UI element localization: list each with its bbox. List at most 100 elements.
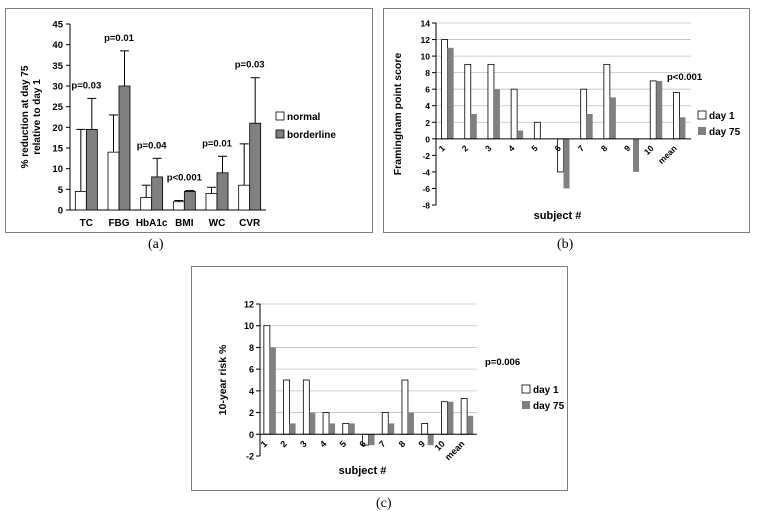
legend-label: day 1 <box>533 385 559 396</box>
bar-day-75 <box>517 130 524 139</box>
bar-day-75 <box>447 401 454 435</box>
y-tick-label: -2 <box>422 151 430 161</box>
bar-day-75 <box>656 80 663 139</box>
bar-day-1 <box>342 423 350 435</box>
chart-panel-a: 0 5 10 15 20 25 30 35 40 45 % reduction at day 75r… <box>5 8 373 233</box>
chart-panel-b: -8 -6 -4 -2 0 2 4 6 8 10 12 14 1 2 3 4 5 6 7 8 9 10 mean Framin… <box>383 8 750 233</box>
y-tick-label: -6 <box>422 184 430 194</box>
caption-b: (b) <box>557 237 574 252</box>
bar-day-1 <box>441 401 448 435</box>
x-tick-label: CVR <box>239 218 261 229</box>
y-tick-label: 0 <box>58 206 63 217</box>
bar-day-1 <box>649 80 657 140</box>
y-tick-label: -2 <box>246 452 254 462</box>
bar-borderline <box>151 176 164 211</box>
bar-day-75 <box>609 97 616 139</box>
bar-normal <box>74 190 87 211</box>
bar-chart-a: 0 5 10 15 20 25 30 35 40 45 % reduction at day 75r… <box>20 20 336 230</box>
y-axis-label: % reduction at day 75relative to day 1 <box>20 65 43 168</box>
bar-day-75 <box>679 117 686 139</box>
y-tick-label: 12 <box>421 35 431 45</box>
chart-panel-c: -2 0 2 4 6 8 10 12 1 2 3 4 5 6 7 8 9 10 mean 10-year risk %… <box>191 266 568 491</box>
p-value-annotation: p=0.006 <box>485 357 520 368</box>
y-tick-label: 8 <box>425 68 430 78</box>
bar-day-1 <box>510 88 518 140</box>
y-tick-label: 10 <box>244 321 254 331</box>
bar-day-75 <box>329 423 336 435</box>
x-tick-label: 6 <box>552 143 563 154</box>
y-tick-label: 10 <box>421 52 431 62</box>
x-tick-label: 10 <box>433 439 447 453</box>
legend-swatch <box>698 127 706 135</box>
bar-day-75 <box>447 47 454 139</box>
y-tick-label: 12 <box>244 300 254 310</box>
y-axis-label-line: % reduction at day 75 <box>20 65 31 168</box>
bar-day-1 <box>533 121 541 140</box>
y-tick-label: 14 <box>421 19 431 29</box>
bar-day-1 <box>487 63 495 140</box>
bar-day-75 <box>633 138 640 172</box>
y-tick-label: 0 <box>425 134 430 144</box>
x-tick-label: 4 <box>318 439 329 450</box>
y-tick-label: 15 <box>52 144 63 155</box>
bar-day-1 <box>603 63 611 140</box>
p-value-annotation: p=0.01 <box>202 138 233 149</box>
bar-borderline <box>249 122 262 211</box>
y-tick-label: 2 <box>249 408 254 418</box>
bar-day-75 <box>586 114 593 139</box>
bar-day-1 <box>263 325 271 435</box>
x-tick-label: FBG <box>108 218 129 229</box>
caption-a: (a) <box>148 237 164 252</box>
y-tick-label: 40 <box>52 40 63 51</box>
y-tick-label: 8 <box>249 343 254 353</box>
x-tick-label: TC <box>80 218 93 229</box>
x-tick-label: 9 <box>622 143 633 154</box>
legend-swatch <box>697 110 707 120</box>
bar-borderline <box>85 129 98 211</box>
y-tick-label: 30 <box>52 82 63 93</box>
bar-borderline <box>216 172 229 211</box>
y-tick-label: 4 <box>249 386 254 396</box>
x-tick-label: 3 <box>483 143 494 154</box>
x-axis-label: subject # <box>339 465 387 477</box>
bar-normal <box>172 201 185 211</box>
y-tick-label: -4 <box>422 167 430 177</box>
x-tick-label: 10 <box>642 143 656 157</box>
x-tick-label: 3 <box>298 439 309 450</box>
bar-day-1 <box>460 398 468 435</box>
bar-day-1 <box>283 379 290 435</box>
legend-swatch <box>522 401 530 409</box>
y-tick-label: 45 <box>52 20 63 31</box>
x-tick-label: mean <box>443 439 467 463</box>
x-tick-label: 8 <box>397 439 408 450</box>
x-tick-label: 8 <box>599 143 610 154</box>
p-value-annotation: p=0.03 <box>71 80 101 91</box>
p-value-annotation: p<0.001 <box>167 173 203 184</box>
bar-day-75 <box>493 89 500 139</box>
bar-day-1 <box>381 412 389 435</box>
bar-day-75 <box>470 114 477 139</box>
x-axis-label: subject # <box>534 210 582 222</box>
bar-day-1 <box>421 423 429 435</box>
bar-day-75 <box>427 434 434 446</box>
x-tick-label: BMI <box>175 218 194 229</box>
bar-normal <box>205 193 218 211</box>
y-tick-label: 0 <box>249 430 254 440</box>
legend-swatch <box>275 129 285 139</box>
y-tick-label: 10 <box>52 164 63 175</box>
bar-day-75 <box>269 347 276 435</box>
x-tick-label: 9 <box>416 439 427 450</box>
bar-borderline <box>183 190 196 211</box>
bar-day-75 <box>563 138 570 189</box>
y-tick-label: 2 <box>425 118 430 128</box>
bar-borderline <box>118 85 131 211</box>
bar-day-75 <box>407 412 414 435</box>
bar-day-1 <box>401 379 409 435</box>
legend-label: day 75 <box>709 127 741 138</box>
bar-day-1 <box>580 88 588 140</box>
y-tick-label: 20 <box>52 123 63 134</box>
y-tick-label: 6 <box>249 365 254 375</box>
x-tick-label: 5 <box>338 439 349 450</box>
y-axis-label: 10-year risk % <box>217 344 229 415</box>
